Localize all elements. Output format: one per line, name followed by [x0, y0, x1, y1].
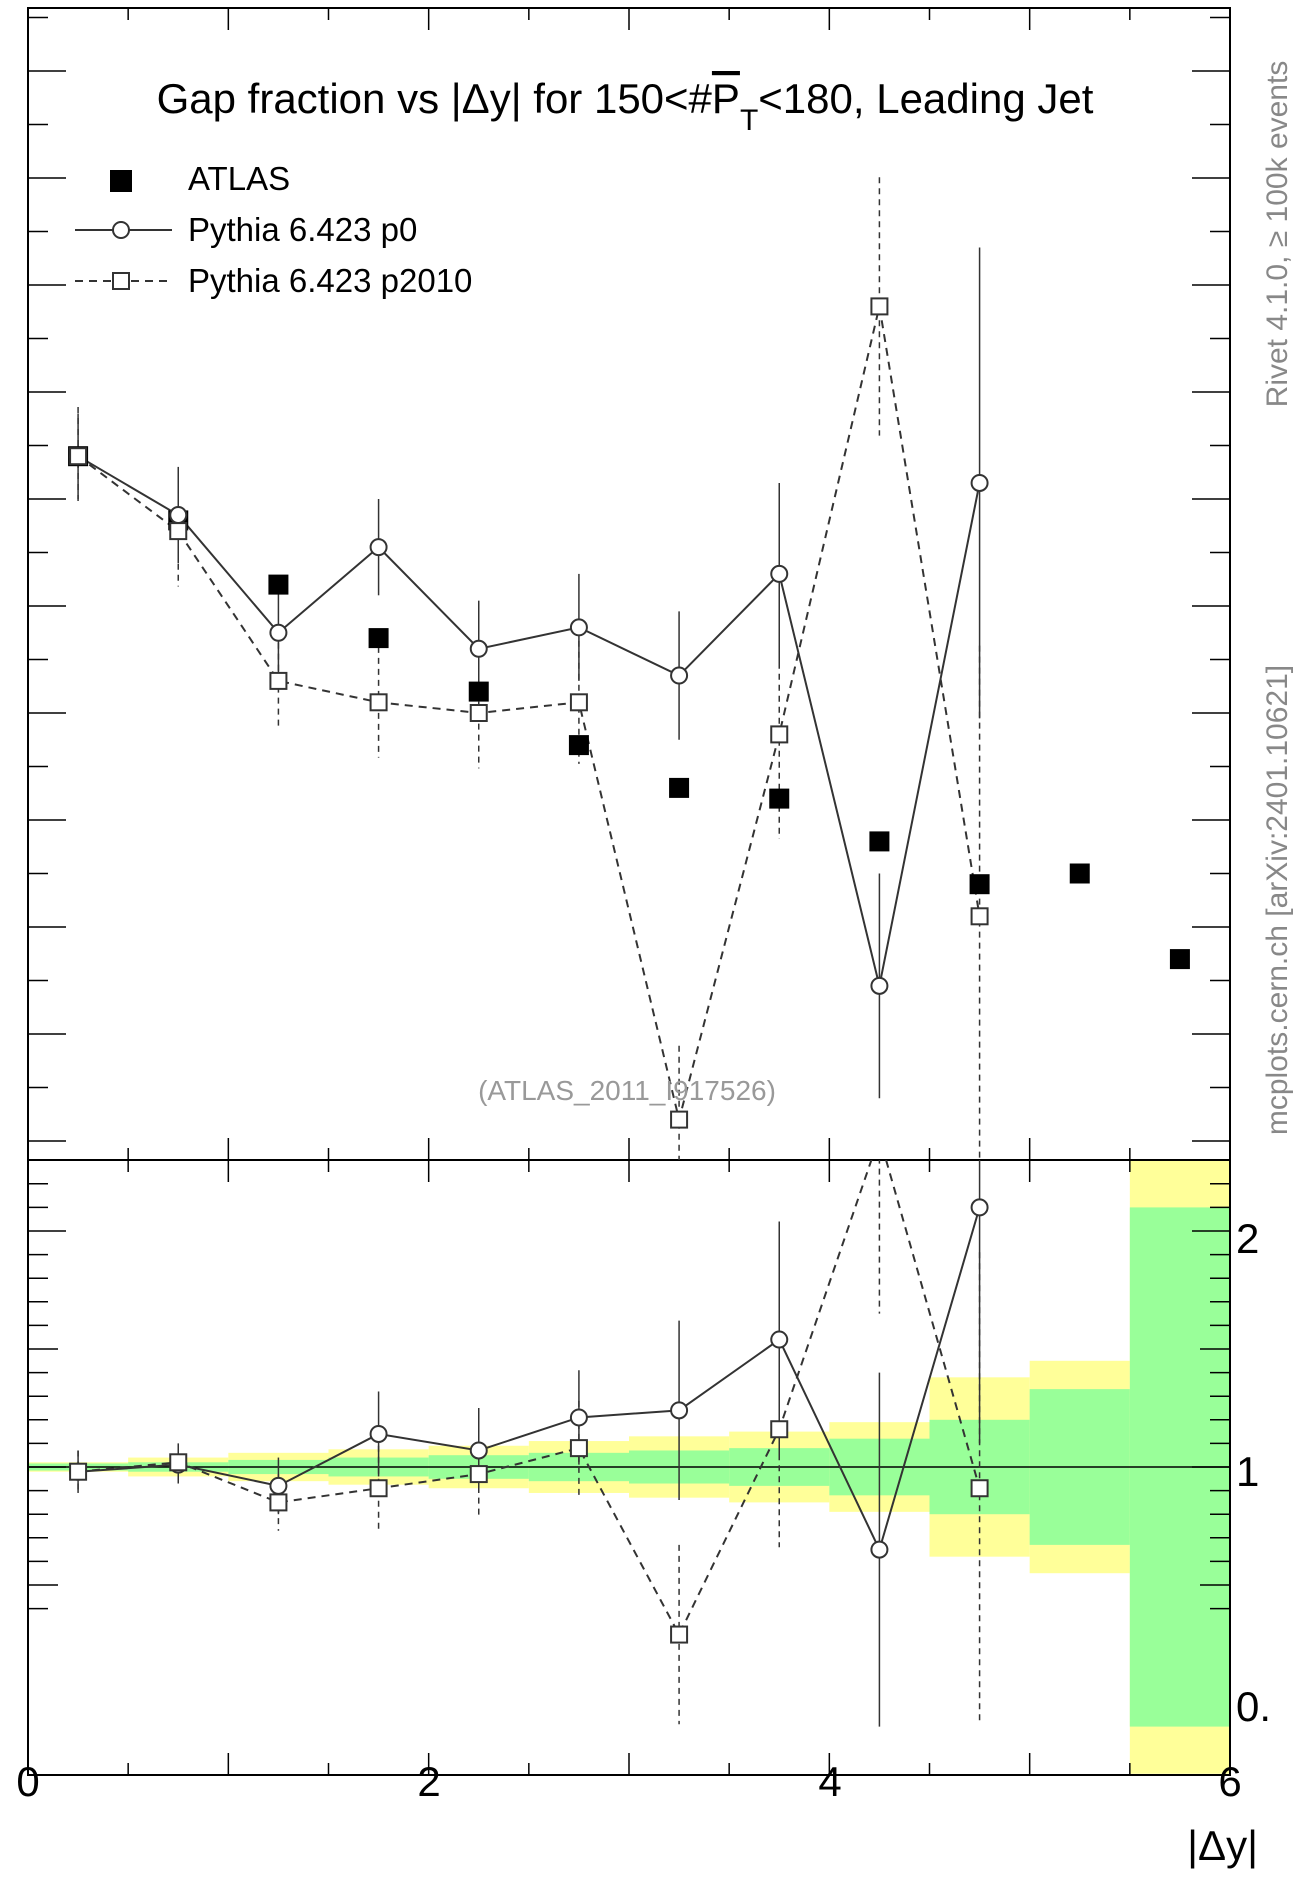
atlas-data-point: [1069, 863, 1090, 884]
series-line-p0: [77, 455, 981, 987]
x-tick-label-6: 6: [1218, 1758, 1241, 1805]
mcplots-label: mcplots.cern.ch [arXiv:2401.10621]: [1261, 665, 1294, 1135]
ratio-line-p0: [78, 1207, 981, 1553]
atlas-data-point: [869, 831, 890, 852]
p0-point: [469, 639, 488, 658]
x-tick-label-2: 2: [417, 1758, 440, 1805]
ratio-p2010-point: [469, 1465, 488, 1484]
atlas-data-point: [769, 788, 790, 809]
legend-label-p0: Pythia 6.423 p0: [188, 211, 417, 248]
p2010-point: [770, 725, 789, 744]
ratio-p0-point: [369, 1424, 388, 1443]
axis-ticks: [27, 8, 1231, 1775]
rivet-version-label: Rivet 4.1.0, ≥ 100k events: [1261, 61, 1294, 408]
atlas-data-point: [669, 777, 690, 798]
atlas-data-point: [368, 628, 389, 649]
ratio-p2010-point: [970, 1479, 989, 1498]
ratio-p2010-point: [569, 1439, 588, 1458]
p0-point: [770, 564, 789, 583]
ratio-tick-label-1: 1: [1236, 1448, 1259, 1495]
p0-point: [970, 473, 989, 492]
series-layer: [68, 177, 1190, 1727]
p2010-point: [369, 693, 388, 712]
atlas-data-point: [1169, 949, 1190, 970]
series-line-p2010: [77, 306, 981, 1120]
ratio-p0-point: [870, 1540, 889, 1559]
p2010-point: [970, 907, 989, 926]
legend-label-p2010: Pythia 6.423 p2010: [188, 262, 472, 299]
atlas-data-point: [969, 874, 990, 895]
p2010-point: [69, 447, 88, 466]
x-axis-label: |Δy|: [1187, 1822, 1258, 1869]
p2010-point: [269, 671, 288, 690]
p0-point: [269, 623, 288, 642]
legend-marker-atlas: [110, 170, 132, 192]
ratio-p2010-point: [269, 1493, 288, 1512]
p2010-point: [870, 297, 889, 316]
x-tick-label-0: 0: [16, 1758, 39, 1805]
legend-label-atlas: ATLAS: [188, 160, 290, 197]
p0-point: [569, 618, 588, 637]
ratio-p0-point: [670, 1401, 689, 1420]
atlas-data-point: [568, 735, 589, 756]
legend-marker-p0: [112, 221, 130, 239]
atlas-data-point: [468, 681, 489, 702]
ratio-line-p2010: [77, 1160, 981, 1637]
ratio-p0-point: [569, 1408, 588, 1427]
ratio-p2010-point: [369, 1479, 388, 1498]
ratio-p2010-point: [670, 1625, 689, 1644]
ratio-p0-point: [469, 1441, 488, 1460]
ratio-p2010-point: [169, 1453, 188, 1472]
legend-marker-p2010: [112, 272, 130, 290]
legend: ATLAS Pythia 6.423 p0 Pythia 6.423 p2010: [75, 160, 472, 299]
p0-point: [369, 538, 388, 557]
ratio-p2010-point: [69, 1462, 88, 1481]
atlas-data-point: [268, 574, 289, 595]
analysis-label: (ATLAS_2011_I917526): [478, 1075, 776, 1106]
ratio-tick-label-2: 2: [1236, 1215, 1259, 1262]
p2010-point: [569, 693, 588, 712]
p2010-point: [469, 704, 488, 722]
p2010-point: [670, 1110, 689, 1129]
ratio-p0-point: [770, 1330, 789, 1349]
p0-point: [670, 666, 689, 685]
p0-point: [870, 976, 889, 995]
p0-point: [169, 506, 188, 525]
x-tick-label-4: 4: [818, 1758, 841, 1805]
ratio-tick-label-low: 0.: [1236, 1683, 1271, 1730]
ratio-p2010-point: [770, 1420, 789, 1439]
chart-title: Gap fraction vs |Δy| for 150<#PT<180, Le…: [157, 75, 1094, 137]
ratio-p0-point: [269, 1476, 288, 1495]
p2010-point: [169, 522, 188, 541]
ratio-p0-point: [970, 1198, 989, 1217]
